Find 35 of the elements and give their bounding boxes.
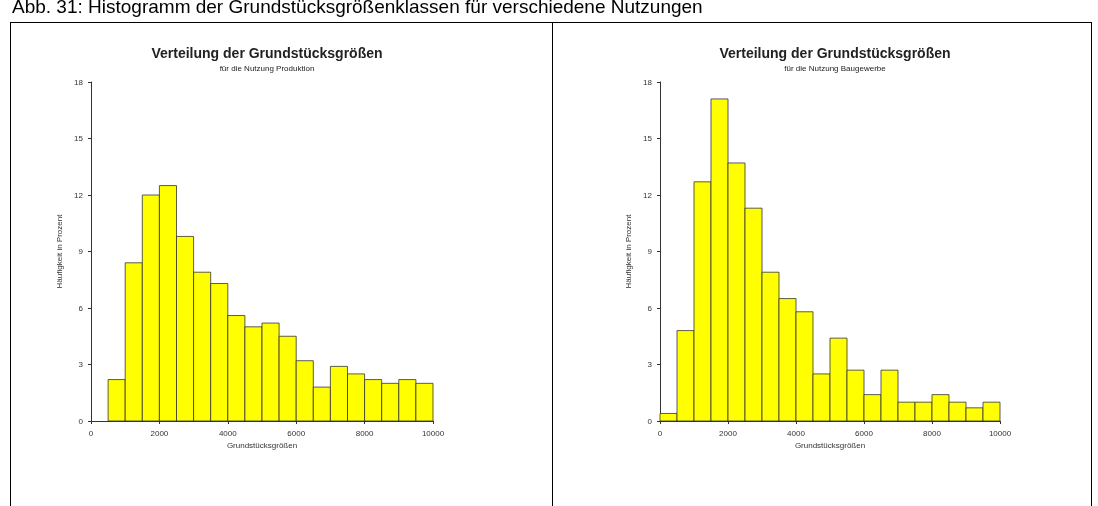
x-tick-label: 8000 [923, 428, 942, 438]
chart-title: Verteilung der Grundstücksgrößen [719, 45, 951, 61]
x-tick-label: 4000 [218, 428, 238, 438]
y-tick-label: 6 [78, 303, 84, 313]
x-tick-label: 2000 [719, 428, 738, 438]
y-tick-label: 6 [647, 303, 653, 313]
y-tick-label: 3 [78, 360, 84, 369]
x-tick-label: 8000 [355, 428, 375, 438]
y-tick-label: 9 [78, 247, 84, 256]
y-tick-label: 0 [647, 416, 653, 426]
x-tick-label: 0 [88, 428, 94, 438]
x-tick-label: 4000 [787, 428, 806, 438]
chart-title: Verteilung der Grundstücksgrößen [151, 45, 383, 61]
x-tick-label: 6000 [287, 428, 306, 438]
x-tick-label: 0 [657, 428, 663, 438]
y-tick-label: 15 [643, 134, 653, 143]
y-tick-label: 18 [74, 77, 84, 87]
y-tick-label: 0 [78, 416, 84, 426]
y-tick-label: 12 [74, 190, 84, 200]
y-tick-label: 3 [647, 360, 653, 369]
chart-subtitle: für die Nutzung Produktion [219, 63, 315, 73]
x-tick-label: 2000 [150, 428, 169, 438]
y-tick-label: 18 [643, 77, 653, 87]
y-tick-label: 15 [74, 134, 84, 143]
x-axis-title: Grundstücksgrößen [226, 441, 298, 451]
y-tick-label: 12 [643, 190, 653, 200]
x-tick-label: 10000 [988, 428, 1012, 438]
chart-subtitle: für die Nutzung Baugewerbe [784, 63, 887, 73]
x-tick-label: 6000 [855, 428, 874, 438]
y-tick-label: 9 [647, 247, 653, 256]
x-axis-title: Grundstücksgrößen [794, 441, 866, 451]
x-tick-label: 10000 [421, 428, 445, 438]
caption: Abb. 31: Histogramm der Grundstücksgrößenklassen für verschiedene Nutzungen [12, 0, 703, 18]
y-axis-title: Häufigkeit in Prozent [623, 213, 633, 289]
y-axis-title: Häufigkeit in Prozent [54, 213, 64, 289]
